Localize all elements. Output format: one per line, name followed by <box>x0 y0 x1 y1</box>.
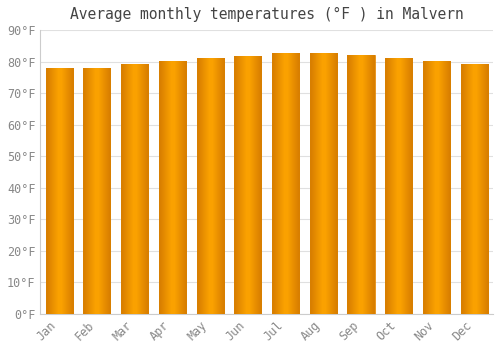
Bar <box>159 62 186 314</box>
Bar <box>46 68 73 314</box>
Bar <box>460 65 488 314</box>
Bar <box>272 54 299 314</box>
Bar <box>121 65 148 314</box>
Bar <box>234 57 262 314</box>
Bar <box>348 55 374 314</box>
Bar <box>196 58 224 314</box>
Bar <box>385 58 412 314</box>
Bar <box>84 68 110 314</box>
Bar <box>310 54 337 314</box>
Bar <box>423 62 450 314</box>
Title: Average monthly temperatures (°F ) in Malvern: Average monthly temperatures (°F ) in Ma… <box>70 7 464 22</box>
